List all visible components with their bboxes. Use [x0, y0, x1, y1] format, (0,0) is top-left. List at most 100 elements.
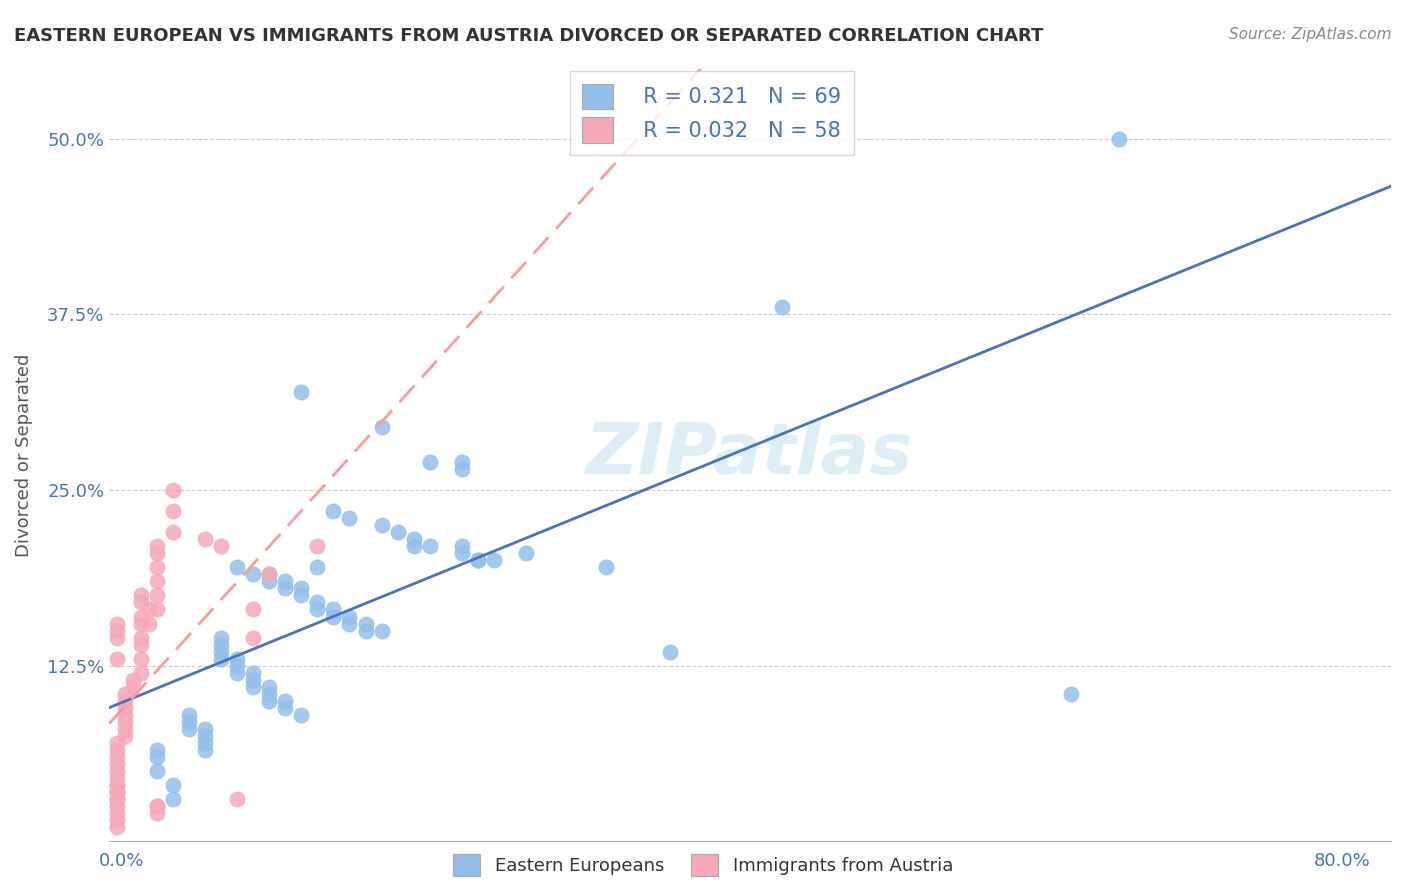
Point	[105, 750, 128, 764]
Point	[146, 574, 169, 589]
Point	[242, 567, 264, 582]
Point	[259, 567, 281, 582]
Point	[129, 595, 152, 609]
Point	[450, 462, 472, 476]
Point	[105, 771, 128, 785]
Point	[138, 616, 160, 631]
Point	[105, 764, 128, 778]
Point	[209, 651, 232, 665]
Point	[290, 384, 312, 399]
Point	[105, 778, 128, 792]
Point	[322, 504, 344, 518]
Point	[105, 799, 128, 814]
Point	[242, 673, 264, 687]
Point	[129, 631, 152, 645]
Point	[162, 778, 184, 792]
Point	[138, 602, 160, 616]
Point	[129, 638, 152, 652]
Point	[146, 799, 169, 814]
Point	[162, 525, 184, 540]
Point	[419, 539, 441, 553]
Text: EASTERN EUROPEAN VS IMMIGRANTS FROM AUSTRIA DIVORCED OR SEPARATED CORRELATION CH: EASTERN EUROPEAN VS IMMIGRANTS FROM AUST…	[14, 27, 1043, 45]
Point	[129, 609, 152, 624]
Point	[242, 602, 264, 616]
Point	[226, 560, 249, 574]
Point	[259, 567, 281, 582]
Point	[322, 602, 344, 616]
Point	[105, 624, 128, 638]
Point	[146, 546, 169, 560]
Point	[129, 651, 152, 665]
Point	[146, 750, 169, 764]
Legend:   R = 0.321   N = 69,   R = 0.032   N = 58: R = 0.321 N = 69, R = 0.032 N = 58	[569, 71, 853, 155]
Point	[450, 455, 472, 469]
Point	[105, 736, 128, 750]
Point	[307, 560, 329, 574]
Point	[194, 736, 217, 750]
Point	[322, 609, 344, 624]
Point	[146, 589, 169, 603]
Point	[402, 533, 425, 547]
Point	[339, 609, 361, 624]
Point	[209, 539, 232, 553]
Point	[242, 680, 264, 694]
Point	[105, 806, 128, 821]
Y-axis label: Divorced or Separated: Divorced or Separated	[15, 353, 32, 557]
Point	[105, 743, 128, 757]
Point	[114, 694, 136, 708]
Point	[387, 525, 409, 540]
Point	[259, 694, 281, 708]
Point	[162, 792, 184, 806]
Point	[354, 624, 377, 638]
Point	[105, 792, 128, 806]
Point	[290, 582, 312, 596]
Point	[146, 764, 169, 778]
Point	[179, 707, 201, 722]
Point	[259, 574, 281, 589]
Point	[209, 631, 232, 645]
Point	[129, 665, 152, 680]
Point	[339, 616, 361, 631]
Point	[129, 616, 152, 631]
Point	[515, 546, 537, 560]
Point	[242, 665, 264, 680]
Point	[194, 722, 217, 736]
Point	[402, 539, 425, 553]
Point	[194, 743, 217, 757]
Point	[259, 687, 281, 701]
Point	[146, 743, 169, 757]
Point	[105, 631, 128, 645]
Point	[290, 707, 312, 722]
Point	[658, 645, 681, 659]
Legend: Eastern Europeans, Immigrants from Austria: Eastern Europeans, Immigrants from Austr…	[446, 847, 960, 883]
Point	[105, 792, 128, 806]
Point	[105, 785, 128, 799]
Point	[274, 694, 297, 708]
Point	[105, 814, 128, 828]
Text: 80.0%: 80.0%	[1315, 852, 1371, 870]
Point	[162, 504, 184, 518]
Point	[122, 680, 145, 694]
Point	[105, 757, 128, 772]
Point	[114, 701, 136, 715]
Point	[1108, 132, 1130, 146]
Point	[146, 602, 169, 616]
Point	[105, 820, 128, 834]
Text: 0.0%: 0.0%	[98, 852, 143, 870]
Point	[770, 301, 793, 315]
Point	[105, 778, 128, 792]
Point	[114, 687, 136, 701]
Point	[226, 651, 249, 665]
Point	[179, 722, 201, 736]
Text: Source: ZipAtlas.com: Source: ZipAtlas.com	[1229, 27, 1392, 42]
Point	[194, 729, 217, 743]
Point	[114, 729, 136, 743]
Point	[595, 560, 617, 574]
Point	[122, 673, 145, 687]
Point	[467, 553, 489, 567]
Point	[209, 638, 232, 652]
Point	[467, 553, 489, 567]
Point	[226, 658, 249, 673]
Point	[162, 483, 184, 497]
Point	[209, 645, 232, 659]
